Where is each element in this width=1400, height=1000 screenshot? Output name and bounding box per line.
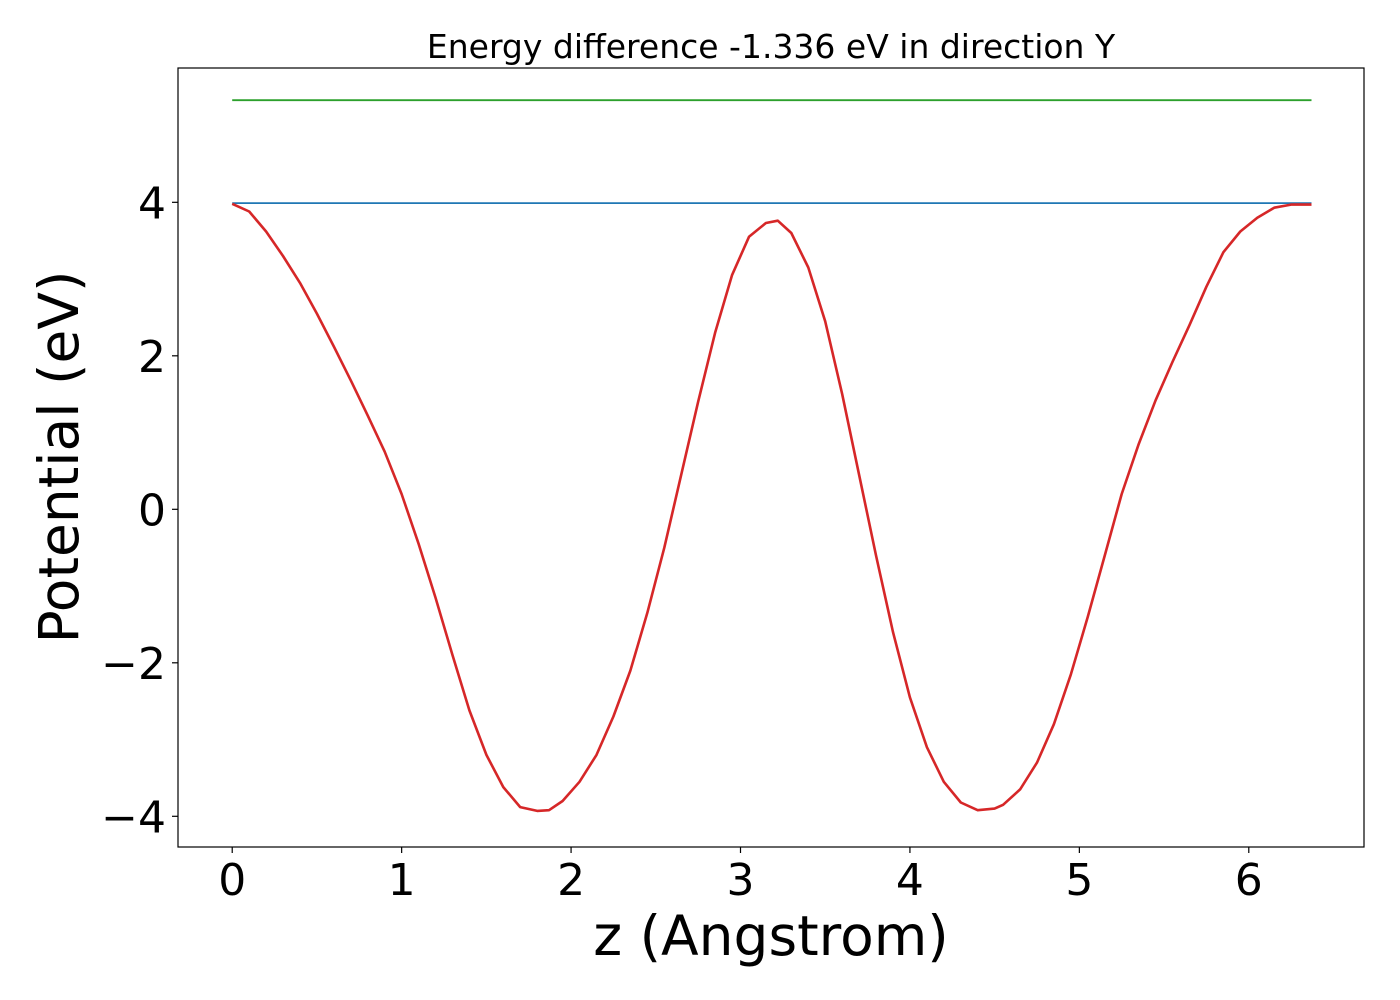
x-axis-label: z (Angstrom) bbox=[593, 904, 949, 968]
x-tick-label: 6 bbox=[1235, 855, 1263, 906]
chart-title: Energy difference -1.336 eV in direction… bbox=[427, 27, 1116, 66]
series-line-2 bbox=[231, 202, 1312, 813]
y-tick-label: −4 bbox=[101, 792, 166, 843]
x-tick-label: 1 bbox=[388, 855, 416, 906]
x-tick-label: 2 bbox=[557, 855, 585, 906]
x-tick-label: 4 bbox=[896, 855, 924, 906]
y-tick-label: 0 bbox=[138, 485, 166, 536]
x-tick-label: 5 bbox=[1065, 855, 1093, 906]
plot-area bbox=[231, 99, 1312, 813]
x-tick-label: 0 bbox=[218, 855, 246, 906]
y-tick-label: 4 bbox=[138, 178, 166, 229]
axes-frame bbox=[177, 67, 1365, 848]
y-tick-label: 2 bbox=[138, 332, 166, 383]
x-tick-label: 3 bbox=[727, 855, 755, 906]
y-axis-label: Potential (eV) bbox=[27, 271, 91, 644]
y-tick-label: −2 bbox=[101, 639, 166, 690]
tick-layer: 0 1 2 3 4 5 6 −4 −2 0 2 4 bbox=[101, 178, 1263, 906]
